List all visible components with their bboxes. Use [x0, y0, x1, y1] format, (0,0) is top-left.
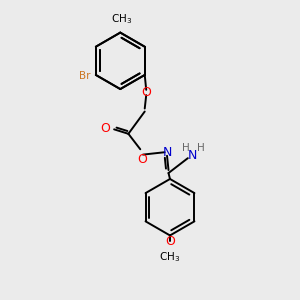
Text: N: N [162, 146, 172, 159]
Text: O: O [165, 236, 175, 248]
Text: N: N [188, 149, 197, 162]
Text: H: H [182, 143, 190, 153]
Text: O: O [141, 86, 151, 99]
Text: O: O [101, 122, 111, 135]
Text: H: H [197, 143, 205, 153]
Text: CH$_3$: CH$_3$ [111, 12, 132, 26]
Text: Br: Br [79, 71, 91, 81]
Text: CH$_3$: CH$_3$ [159, 250, 181, 264]
Text: O: O [138, 153, 148, 166]
